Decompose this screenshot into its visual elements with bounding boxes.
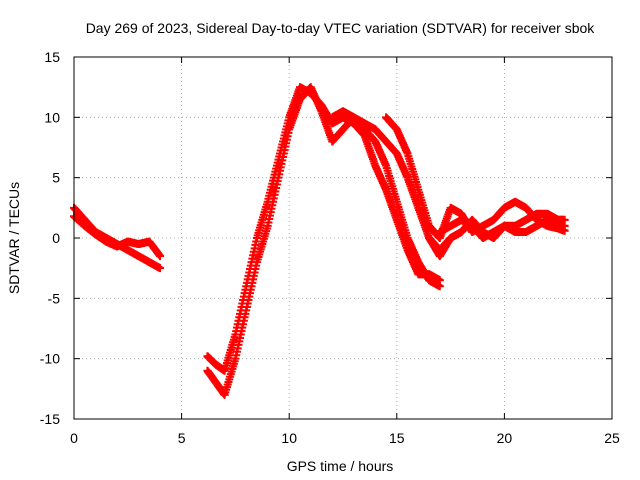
- series-track-2: [70, 212, 165, 261]
- data-marks: [70, 83, 569, 399]
- y-tick-label-4: 5: [52, 170, 60, 186]
- data-point-3-22-0: [435, 276, 444, 285]
- y-tick-label-1: -10: [40, 351, 60, 367]
- series-track-8: [435, 215, 569, 242]
- y-tick-label-0: -15: [40, 411, 60, 427]
- y-tick-label-2: -5: [48, 290, 61, 306]
- y-tick-label-5: 10: [44, 109, 60, 125]
- y-axis-label: SDTVAR / TECUs: [6, 182, 22, 294]
- x-tick-label-4: 20: [497, 430, 513, 446]
- x-tick-label-1: 5: [178, 430, 186, 446]
- x-tick-label-0: 0: [70, 430, 78, 446]
- x-tick-label-5: 25: [604, 430, 620, 446]
- axis-ticks: 0 5 10 15 20 25 -15 -10 -5 0 5 10 15: [40, 49, 620, 446]
- x-tick-label-2: 10: [281, 430, 297, 446]
- data-point-0-8-0: [156, 264, 165, 273]
- y-tick-label-6: 15: [44, 49, 60, 65]
- x-axis-label: GPS time / hours: [287, 458, 394, 474]
- data-point-1-8-0: [156, 252, 165, 261]
- chart-title: Day 269 of 2023, Sidereal Day-to-day VTE…: [86, 20, 596, 36]
- y-tick-label-3: 0: [52, 230, 60, 246]
- data-point-7-12-0: [560, 221, 569, 230]
- x-tick-label-3: 15: [389, 430, 405, 446]
